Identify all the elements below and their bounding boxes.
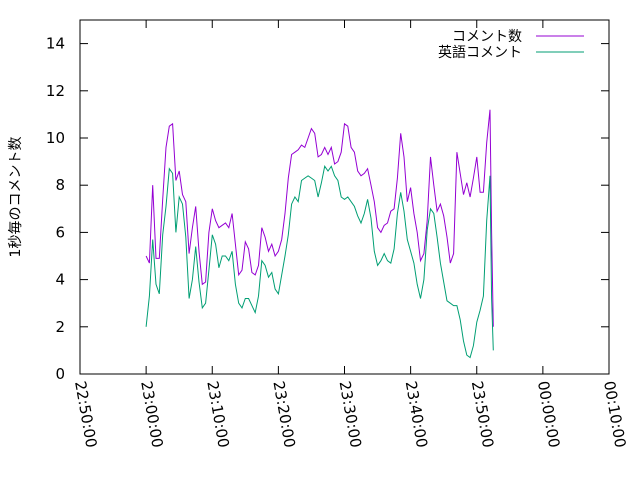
y-tick-label: 14 [46,35,65,53]
x-tick-label: 23:00:00 [137,380,166,449]
y-tick-label: 12 [46,82,65,100]
y-axis-title: 1秒毎のコメント数 [8,137,24,258]
y-tick-label: 2 [55,318,65,336]
y-tick-label: 10 [46,129,65,147]
legend-label-1: コメント数 [452,29,522,45]
y-tick-label: 0 [55,365,65,383]
y-tick-label: 8 [55,176,65,194]
x-tick-label: 23:30:00 [336,380,365,449]
series-line-2 [145,165,494,359]
plot-area [79,19,610,375]
x-tick-label: 22:50:00 [71,380,100,449]
series-lines [145,109,494,359]
y-tick-label: 6 [55,223,65,241]
x-tick-label: 23:40:00 [402,380,431,449]
y-tick-label: 4 [55,271,65,289]
x-tick-label: 00:00:00 [534,380,563,449]
x-tick-label: 23:20:00 [269,380,298,449]
plot-frame [79,19,610,375]
x-tick-label: 23:50:00 [468,380,497,449]
legend-label-2: 英語コメント [438,44,522,61]
x-tick-label: 23:10:00 [203,380,232,449]
axis-ticks: 0 2 4 6 8 10 12 14 22:50:00 23:00:00 23:10:00 23:20… [46,20,629,449]
series-line-1 [145,109,494,327]
x-tick-label: 00:10:00 [600,380,629,449]
